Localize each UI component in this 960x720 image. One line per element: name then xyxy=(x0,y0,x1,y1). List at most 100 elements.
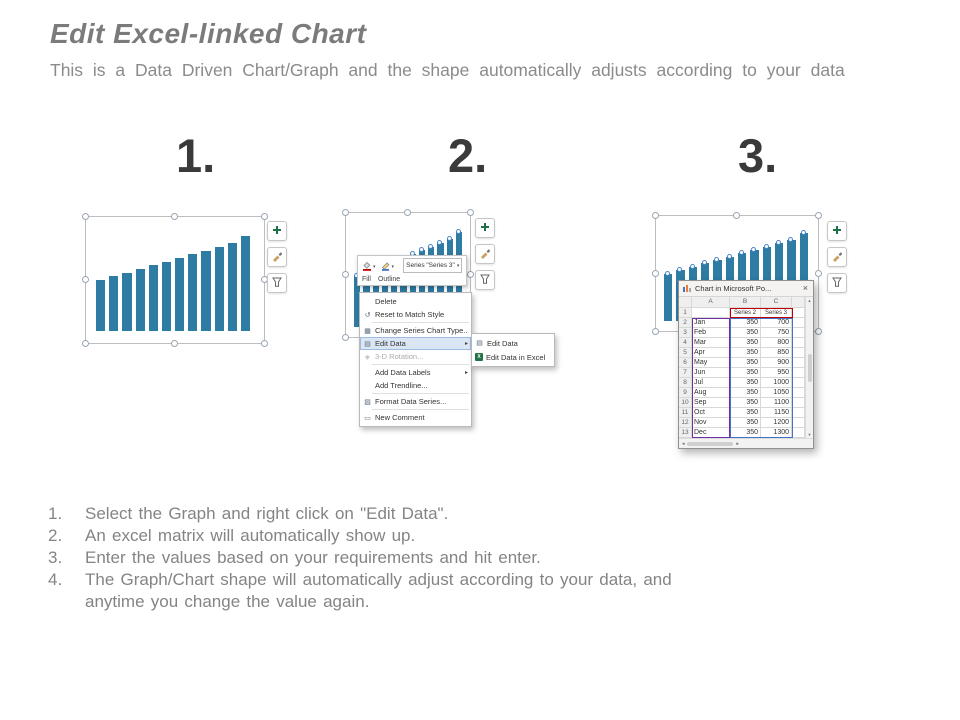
chart-filters-button[interactable] xyxy=(827,273,847,293)
excel-row-number[interactable]: 5 xyxy=(679,348,692,358)
excel-row-number[interactable]: 6 xyxy=(679,358,692,368)
excel-cell[interactable]: 900 xyxy=(761,358,792,368)
selection-handle[interactable] xyxy=(815,212,822,219)
excel-cell[interactable] xyxy=(692,308,730,318)
excel-row-number[interactable]: 8 xyxy=(679,378,692,388)
excel-cell[interactable] xyxy=(792,398,805,408)
selection-handle[interactable] xyxy=(261,340,268,347)
excel-cell[interactable]: 350 xyxy=(730,328,761,338)
menu-item-reset-to-match-style[interactable]: ↺ Reset to Match Style xyxy=(360,308,471,321)
excel-row-number[interactable]: 10 xyxy=(679,398,692,408)
excel-cell[interactable]: 1100 xyxy=(761,398,792,408)
excel-cell[interactable]: 350 xyxy=(730,358,761,368)
excel-cell[interactable]: Nov xyxy=(692,418,730,428)
menu-item-change-series-chart-type[interactable]: ▦ Change Series Chart Type... xyxy=(360,324,471,337)
excel-cell[interactable]: 350 xyxy=(730,368,761,378)
selection-handle[interactable] xyxy=(467,209,474,216)
excel-cell[interactable]: 700 xyxy=(761,318,792,328)
excel-cell[interactable]: 1150 xyxy=(761,408,792,418)
excel-cell[interactable]: 350 xyxy=(730,338,761,348)
excel-cell[interactable] xyxy=(792,408,805,418)
excel-cell[interactable]: 350 xyxy=(730,348,761,358)
excel-cell[interactable]: 350 xyxy=(730,408,761,418)
chart-styles-button[interactable] xyxy=(267,247,287,267)
excel-row-number[interactable]: 2 xyxy=(679,318,692,328)
menu-item-add-trendline[interactable]: Add Trendline... xyxy=(360,379,471,392)
excel-cell[interactable]: 350 xyxy=(730,388,761,398)
selection-handle[interactable] xyxy=(82,340,89,347)
excel-cell[interactable]: 350 xyxy=(730,318,761,328)
excel-cell[interactable] xyxy=(792,348,805,358)
selection-handle[interactable] xyxy=(815,269,822,277)
scrollbar-thumb[interactable] xyxy=(807,353,812,382)
excel-row-number[interactable]: 11 xyxy=(679,408,692,418)
selection-handle[interactable] xyxy=(652,212,659,219)
excel-row-number[interactable]: 3 xyxy=(679,328,692,338)
excel-cell[interactable]: May xyxy=(692,358,730,368)
excel-cell[interactable]: Series 3 xyxy=(761,308,792,318)
excel-cell[interactable] xyxy=(792,368,805,378)
excel-cell[interactable]: 350 xyxy=(730,428,761,438)
excel-row-number[interactable]: 7 xyxy=(679,368,692,378)
excel-select-all[interactable] xyxy=(679,297,692,308)
excel-cell[interactable] xyxy=(792,428,805,438)
selection-handle[interactable] xyxy=(815,328,822,335)
chart-elements-button[interactable] xyxy=(475,218,495,238)
excel-cell[interactable]: 1300 xyxy=(761,428,792,438)
excel-cell[interactable] xyxy=(792,338,805,348)
excel-cell[interactable]: Mar xyxy=(692,338,730,348)
selection-handle[interactable] xyxy=(342,271,349,278)
chart-1[interactable] xyxy=(82,213,268,347)
menu-item-3-d-rotation[interactable]: ◈ 3-D Rotation... xyxy=(360,350,471,363)
chart-filters-button[interactable] xyxy=(475,270,495,290)
excel-cell[interactable]: Jul xyxy=(692,378,730,388)
excel-row-number[interactable]: 12 xyxy=(679,418,692,428)
excel-cell[interactable]: Jun xyxy=(692,368,730,378)
excel-cell[interactable]: Series 2 xyxy=(730,308,761,318)
selection-handle[interactable] xyxy=(82,213,89,220)
excel-cell[interactable]: 350 xyxy=(730,418,761,428)
excel-row-number[interactable]: 4 xyxy=(679,338,692,348)
selection-handle[interactable] xyxy=(342,334,349,341)
selection-handle[interactable] xyxy=(652,328,659,335)
excel-cell[interactable]: 1000 xyxy=(761,378,792,388)
selection-handle[interactable] xyxy=(261,213,268,220)
selection-handle[interactable] xyxy=(171,340,178,347)
selection-handle[interactable] xyxy=(467,271,474,278)
chart-elements-button[interactable] xyxy=(827,221,847,241)
menu-item-new-comment[interactable]: ▭ New Comment xyxy=(360,411,471,424)
scrollbar-thumb[interactable] xyxy=(687,441,734,446)
excel-row-number[interactable]: 13 xyxy=(679,428,692,438)
excel-cell[interactable]: 350 xyxy=(730,378,761,388)
excel-cell[interactable] xyxy=(792,418,805,428)
excel-cell[interactable]: Feb xyxy=(692,328,730,338)
excel-row-number[interactable]: 9 xyxy=(679,388,692,398)
scroll-up-icon[interactable]: ▲ xyxy=(807,298,812,303)
excel-cell[interactable]: 1200 xyxy=(761,418,792,428)
excel-row-number[interactable]: 1 xyxy=(679,308,692,318)
excel-cell[interactable] xyxy=(792,378,805,388)
outline-color-button[interactable]: ▾ xyxy=(379,258,396,275)
selection-handle[interactable] xyxy=(171,213,178,220)
chart-styles-button[interactable] xyxy=(827,247,847,267)
selection-handle[interactable] xyxy=(652,269,659,277)
excel-cell[interactable]: Apr xyxy=(692,348,730,358)
excel-cell[interactable]: 1050 xyxy=(761,388,792,398)
selection-handle[interactable] xyxy=(342,209,349,216)
excel-cell[interactable]: 350 xyxy=(730,398,761,408)
menu-item-format-data-series[interactable]: ▨ Format Data Series... xyxy=(360,395,471,408)
excel-cell[interactable] xyxy=(792,308,805,318)
excel-column-header[interactable]: A xyxy=(692,297,730,308)
chart-filters-button[interactable] xyxy=(267,273,287,293)
excel-column-header[interactable]: C xyxy=(761,297,792,308)
excel-cell[interactable] xyxy=(792,388,805,398)
chart-styles-button[interactable] xyxy=(475,244,495,264)
excel-cell[interactable]: Aug xyxy=(692,388,730,398)
fill-color-button[interactable]: ▾ xyxy=(360,258,377,275)
excel-cell[interactable] xyxy=(792,318,805,328)
chart-elements-button[interactable] xyxy=(267,221,287,241)
submenu-item-edit-data-in-excel[interactable]: X Edit Data in Excel xyxy=(472,350,554,364)
close-icon[interactable]: × xyxy=(802,283,808,293)
excel-cell[interactable]: Dec xyxy=(692,428,730,438)
excel-cell[interactable] xyxy=(792,328,805,338)
